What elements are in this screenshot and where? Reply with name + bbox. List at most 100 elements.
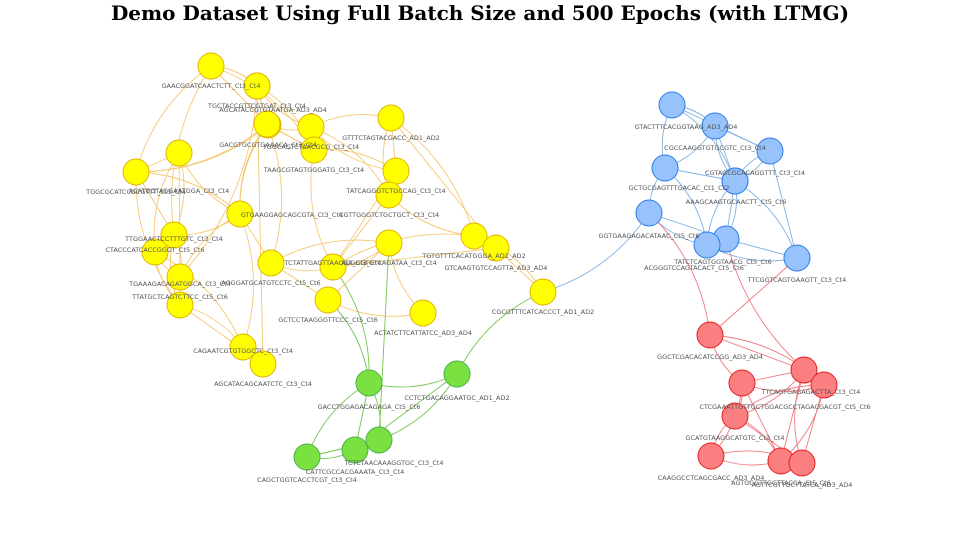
graph-node-yellow[interactable] <box>300 136 328 164</box>
graph-node-blue[interactable] <box>701 112 729 140</box>
graph-edge <box>456 291 544 375</box>
node-label: GAACGGATCAACTCTT_Ct3_Ct4 <box>161 82 260 90</box>
graph-node-yellow[interactable] <box>166 263 194 291</box>
graph-node-yellow[interactable] <box>253 110 281 138</box>
graph-node-blue[interactable] <box>756 137 784 165</box>
graph-edge <box>154 251 244 348</box>
node-label: TTCAGTGAGAGACTTA_Ct3_Ct4 <box>761 388 860 396</box>
node-label: CGCCAAGGTGTGCGTC_Ct3_Ct4 <box>664 144 766 152</box>
graph-edge <box>270 239 390 264</box>
graph-node-yellow[interactable] <box>166 291 194 319</box>
node-label: AGTGGGTTGGTTACCA_Ct5_Ct6 <box>731 479 831 487</box>
graph-node-green[interactable] <box>293 443 321 471</box>
graph-edge <box>332 247 497 268</box>
graph-node-blue[interactable] <box>783 244 811 272</box>
node-label: CGTAGCGCACAGGTTT_Ct3_Ct4 <box>705 169 805 177</box>
graph-node-red[interactable] <box>728 369 756 397</box>
graph-node-yellow[interactable] <box>165 139 193 167</box>
page-title: Demo Dataset Using Full Batch Size and 5… <box>110 1 850 25</box>
graph-node-green[interactable] <box>443 360 471 388</box>
graph-node-yellow[interactable] <box>243 72 271 100</box>
node-label: GTCAAGTGTCCAGTTA_AD3_AD4 <box>445 264 548 272</box>
graph-node-yellow[interactable] <box>122 158 150 186</box>
graph-node-yellow[interactable] <box>229 333 257 361</box>
node-label: ACATGGTAGGAATGGA_Ct3_Ct4 <box>129 187 230 195</box>
label-layer: GAACGGATCAACTCTT_Ct3_Ct4 TGCTACCGTTCGTGAT… <box>85 82 871 489</box>
graph-node-green[interactable] <box>365 426 393 454</box>
graph-node-blue[interactable] <box>651 154 679 182</box>
node-label: CGTTGGGTCTGCTGCT_Ct3_Ct4 <box>339 211 439 219</box>
node-label: TAAGCGTAGTGGGATG_Ct3_Ct4 <box>263 166 364 174</box>
node-layer <box>122 52 838 477</box>
graph-node-yellow[interactable] <box>160 221 188 249</box>
graph-node-yellow[interactable] <box>529 278 557 306</box>
node-label: CAAGGCCTCAGCGACC_AD3_AD4 <box>658 474 765 482</box>
node-label: CCTCTGACAGGAATGC_AD1_AD2 <box>404 394 509 402</box>
node-label: GACGTGCGTGAAACA_Ct3_Ct4 <box>219 141 317 149</box>
node-label: AGTTCGTTGCTTATCA_AD3_AD4 <box>752 481 853 489</box>
graph-edge <box>390 117 475 237</box>
graph-node-red[interactable] <box>810 371 838 399</box>
node-label: TGGCGCATCCGCGTTT_Ct3_Ct4 <box>85 188 186 196</box>
graph-edge <box>332 266 370 384</box>
graph-node-yellow[interactable] <box>375 181 403 209</box>
graph-node-green[interactable] <box>355 369 383 397</box>
graph-node-yellow[interactable] <box>314 286 342 314</box>
graph-node-yellow[interactable] <box>319 253 347 281</box>
node-label: ACGGGTCCAGTACACT_Ct5_Ct6 <box>644 264 744 272</box>
graph-node-blue[interactable] <box>721 167 749 195</box>
graph-node-yellow[interactable] <box>482 234 510 262</box>
node-label: TCTATTGAGTTAACGA_Ct3_Ct4 <box>284 259 382 267</box>
graph-node-yellow[interactable] <box>375 229 403 257</box>
graph-node-red[interactable] <box>697 442 725 470</box>
node-label: GCATGTAAGGCATGTC_Ct3_Ct4 <box>685 434 784 442</box>
node-label: TTATGCTCAGTCTTCC_Ct5_Ct6 <box>131 293 228 301</box>
graph-node-green[interactable] <box>341 436 369 464</box>
graph-node-yellow[interactable] <box>377 104 405 132</box>
graph-node-blue[interactable] <box>635 199 663 227</box>
graph-edge <box>327 299 424 317</box>
graph-node-yellow[interactable] <box>257 249 285 277</box>
graph-node-red[interactable] <box>788 449 816 477</box>
node-label: GCTCCTAAGGGTTCCC_Ct5_Ct6 <box>278 316 378 324</box>
graph-node-red[interactable] <box>696 321 724 349</box>
node-label: GGTGAAGAGACATAAC_Ct5_Ct6 <box>599 232 700 240</box>
graph-edge <box>178 152 181 278</box>
node-label: GACCTGGAGACAGAGA_Ct5_Ct6 <box>318 403 421 411</box>
graph-node-yellow[interactable] <box>409 299 437 327</box>
node-label: AGGGATGCATGTCCTC_Ct5_Ct6 <box>221 279 320 287</box>
graph-node-yellow[interactable] <box>141 238 169 266</box>
graph-node-yellow[interactable] <box>297 113 325 141</box>
graph-node-yellow[interactable] <box>460 222 488 250</box>
node-label: TGGCAGTCTAACGCG_Ct3_Ct4 <box>262 143 359 151</box>
graph-edge <box>239 213 254 348</box>
graph-edge <box>135 123 268 173</box>
node-label: TGAAAGACAGATGGCA_Ct3_Ct4 <box>128 280 231 288</box>
node-label: CTACCCATCACCGGGT_Ct5_Ct6 <box>105 246 204 254</box>
node-label: AGCATACAGCAATCTC_Ct3_Ct4 <box>214 380 312 388</box>
node-label: GTACTTTCACGGTAAG_AD3_AD4 <box>635 123 738 131</box>
node-label: TTCGGTCAGTGAAGTT_Ct3_Ct4 <box>747 276 847 284</box>
graph-node-red[interactable] <box>790 356 818 384</box>
graph-edge <box>378 242 390 441</box>
node-label: GGCTCGACACATCCGG_AD3_AD4 <box>657 353 763 361</box>
graph-node-yellow[interactable] <box>226 200 254 228</box>
graph-node-red[interactable] <box>721 402 749 430</box>
graph-node-yellow[interactable] <box>249 350 277 378</box>
graph-node-blue[interactable] <box>693 231 721 259</box>
node-label: CGCGTTTCATCACCCT_AD1_AD2 <box>492 308 594 316</box>
graph-edge <box>310 149 334 268</box>
node-label: CTCGAAATTGTTGCTGGACGCCTAGACGACGT_Ct5_Ct6 <box>699 403 870 411</box>
graph-node-yellow[interactable] <box>197 52 225 80</box>
node-label: AGCATACCGTGTAATGA_AD3_AD4 <box>219 106 326 114</box>
graph-node-yellow[interactable] <box>382 157 410 185</box>
node-label: ACTATCTTCATTATCC_AD3_AD4 <box>374 329 472 337</box>
node-label: AAAGCAAGTGCAACTT_Ct5_Ct6 <box>686 198 787 206</box>
graph-node-blue[interactable] <box>658 91 686 119</box>
node-label: TTGGAACTCCTTTGTC_Ct3_Ct4 <box>124 235 223 243</box>
graph-edge <box>266 123 283 264</box>
graph-edge <box>648 212 711 336</box>
node-label: TCTCTAACAAAGGTGC_Ct3_Ct4 <box>343 459 443 467</box>
node-label: TGTGTTTCACATGGGA_AD1_AD2 <box>421 252 525 260</box>
